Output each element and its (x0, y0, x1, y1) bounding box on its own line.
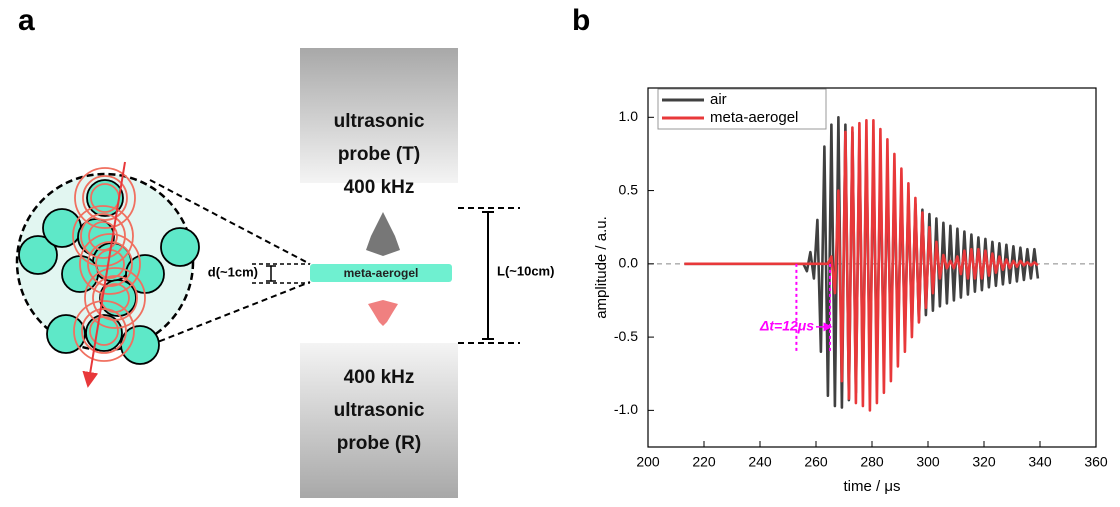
x-tick-label: 260 (804, 454, 828, 470)
legend-label: air (710, 91, 727, 108)
chart: 200 220 240 260 280 300 320 340 360 -1.0 -0.5 0.0 0.… (593, 87, 1108, 495)
probe (300, 343, 458, 498)
distance-label: L(~10cm) (497, 263, 554, 278)
x-tick-label: 300 (916, 454, 940, 470)
probe-label: probe (R) (337, 433, 421, 454)
probe-label: 400 kHz (344, 367, 415, 388)
x-tick-label: 200 (636, 454, 660, 470)
zoom-line (149, 281, 311, 346)
y-tick-label: 0.0 (619, 255, 639, 271)
bracket (482, 211, 494, 340)
zoom-line (149, 179, 311, 265)
y-tick-label: -0.5 (614, 328, 638, 344)
probe-label: ultrasonic (334, 111, 425, 132)
signal-icon (366, 212, 400, 256)
y-tick-label: -1.0 (614, 401, 638, 417)
probe (300, 48, 458, 183)
y-tick-label: 1.0 (619, 108, 639, 124)
probe-label: probe (T) (338, 144, 420, 165)
y-tick-label: 0.5 (619, 181, 639, 197)
x-axis-label: time / μs (844, 478, 901, 495)
panel-label: a (18, 4, 35, 37)
bracket (266, 265, 276, 282)
sample-label: meta-aerogel (344, 266, 419, 280)
sample (310, 264, 452, 282)
x-tick-label: 240 (748, 454, 772, 470)
x-tick-label: 340 (1028, 454, 1052, 470)
series-line (684, 118, 1039, 412)
y-axis-label: amplitude / a.u. (593, 216, 610, 319)
legend-box (657, 88, 827, 130)
x-tick-label: 360 (1084, 454, 1108, 470)
thickness-label: d(~1cm) (208, 264, 258, 279)
x-tick-label: 280 (860, 454, 884, 470)
diagram: ultrasonic probe (T) 400 kHz 400 kHz ult… (15, 48, 554, 498)
x-tick-label: 220 (692, 454, 716, 470)
wave-arrow (82, 161, 126, 388)
signal-icon (368, 300, 398, 326)
annotation-text: Δt=12μs (759, 318, 814, 334)
probe-label: ultrasonic (334, 400, 425, 421)
x-tick-label: 320 (972, 454, 996, 470)
legend-label: meta-aerogel (710, 109, 798, 126)
probe-label: 400 kHz (344, 177, 415, 198)
panel-label: b (572, 4, 590, 37)
